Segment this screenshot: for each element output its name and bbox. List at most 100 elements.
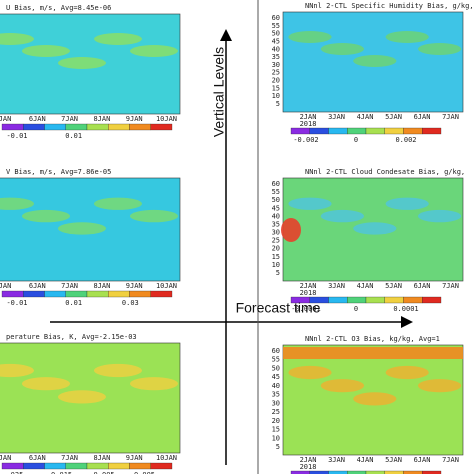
y-tick-label: 45 [272, 204, 280, 212]
heatmap-blob [130, 377, 178, 391]
colorbar-swatch [290, 470, 310, 474]
x-tick-label: 2JAN [300, 282, 317, 290]
heatmap-blob [385, 365, 429, 380]
colorbar-swatch [403, 127, 423, 135]
colorbar-label: -0.01 [6, 132, 27, 140]
x-tick-label: 4JAN [357, 456, 374, 464]
heatmap-blob [94, 33, 142, 45]
x-tick-label: 2JAN [300, 456, 317, 464]
colorbar-swatch [150, 290, 173, 298]
y-tick-label: 10 [272, 261, 280, 269]
x-tick-label: JAN [0, 282, 11, 290]
y-tick-label: 60 [272, 347, 280, 355]
colorbar-swatch [328, 296, 348, 304]
panel-title: NNnl 2-CTL Cloud Condesate Bias, g/kg, [305, 168, 465, 176]
x-tick-label: 3JAN [328, 113, 345, 121]
x-tick-label: 7JAN [61, 282, 78, 290]
vertical-label: Vertical Levels [211, 47, 227, 137]
x-tick-label: 6JAN [414, 113, 431, 121]
x-tick-label: 3JAN [328, 456, 345, 464]
colorbar-swatch [328, 470, 348, 474]
colorbar-swatch [150, 123, 173, 131]
y-tick-label: 30 [272, 61, 280, 69]
colorbar-label: 0 [354, 305, 358, 313]
x-tick-label: 5JAN [385, 113, 402, 121]
x-tick-label: 2JAN [300, 113, 317, 121]
heatmap-blob [0, 33, 34, 45]
colorbar-swatch [422, 470, 442, 474]
colorbar-swatch [65, 290, 88, 298]
colorbar-swatch [129, 462, 151, 470]
x-tick-label: 9JAN [126, 115, 143, 123]
y-tick-label: 50 [272, 30, 280, 38]
x-tick-label: JAN [0, 454, 11, 462]
heatmap-blob [22, 45, 70, 57]
colorbar-label: 025 [11, 471, 24, 474]
colorbar-swatch [23, 123, 45, 131]
colorbar-swatch [65, 123, 88, 131]
x-tick-label: 4JAN [357, 282, 374, 290]
colorbar-swatch [365, 296, 385, 304]
colorbar-label: 0.03 [122, 299, 139, 307]
y-tick-label: 25 [272, 69, 280, 77]
y-tick-label: 45 [272, 37, 280, 45]
heatmap-blob [320, 379, 364, 393]
colorbar-label: -0.015 [47, 471, 72, 474]
colorbar-swatch [1, 462, 24, 470]
heatmap-blob [353, 222, 397, 235]
x-tick-label: 7JAN [61, 115, 78, 123]
colorbar-swatch [347, 470, 367, 474]
colorbar-swatch [1, 290, 24, 298]
horizontal-label: Forecast time [236, 300, 321, 316]
x-tick-label: 4JAN [357, 113, 374, 121]
panel-title: V Bias, m/s, Avg=7.86e-05 [6, 168, 111, 176]
x-tick-label: 8JAN [93, 115, 110, 123]
y-tick-label: 40 [272, 45, 280, 53]
colorbar-swatch [422, 127, 442, 135]
colorbar-swatch [347, 127, 367, 135]
x-tick-label: 10JAN [156, 454, 177, 462]
colorbar-label: 0.005 [134, 471, 155, 474]
heatmap-blob [385, 197, 429, 210]
x-tick-label: JAN [0, 115, 11, 123]
heatmap-blob [353, 392, 397, 406]
heatmap-blob [385, 31, 429, 43]
y-tick-label: 5 [276, 443, 280, 451]
colorbar-swatch [108, 462, 130, 470]
x-tick-label: 8JAN [93, 454, 110, 462]
x-tick-label: 10JAN [156, 282, 177, 290]
y-tick-label: 25 [272, 408, 280, 416]
x-year-label: 2018 [300, 120, 317, 128]
colorbar-swatch [403, 470, 423, 474]
x-tick-label: 7JAN [442, 456, 459, 464]
colorbar-swatch [23, 462, 45, 470]
heatmap-blob [22, 209, 70, 223]
y-tick-label: 60 [272, 14, 280, 22]
colorbar-swatch [129, 123, 151, 131]
heatmap-band [283, 347, 463, 359]
heatmap-blob [353, 55, 397, 67]
y-tick-label: 20 [272, 245, 280, 253]
colorbar-swatch [150, 462, 173, 470]
heatmap-blob [288, 197, 332, 210]
x-tick-label: 6JAN [414, 282, 431, 290]
y-tick-label: 55 [272, 188, 280, 196]
heatmap-blob [130, 45, 178, 57]
heatmap-blob [288, 31, 332, 43]
colorbar-swatch [347, 296, 367, 304]
colorbar-swatch [86, 462, 109, 470]
heatmap-blob [320, 209, 364, 223]
y-tick-label: 15 [272, 426, 280, 434]
heatmap-blob [0, 197, 34, 210]
colorbar-swatch [129, 290, 151, 298]
colorbar-label: 0.0001 [393, 305, 418, 313]
colorbar-swatch [328, 127, 348, 135]
colorbar-label: 0.01 [65, 299, 82, 307]
y-tick-label: 30 [272, 229, 280, 237]
y-tick-label: 50 [272, 196, 280, 204]
y-tick-label: 10 [272, 92, 280, 100]
x-year-label: 2018 [300, 463, 317, 471]
x-tick-label: 7JAN [61, 454, 78, 462]
heatmap-blob [418, 379, 462, 393]
colorbar-swatch [86, 123, 109, 131]
